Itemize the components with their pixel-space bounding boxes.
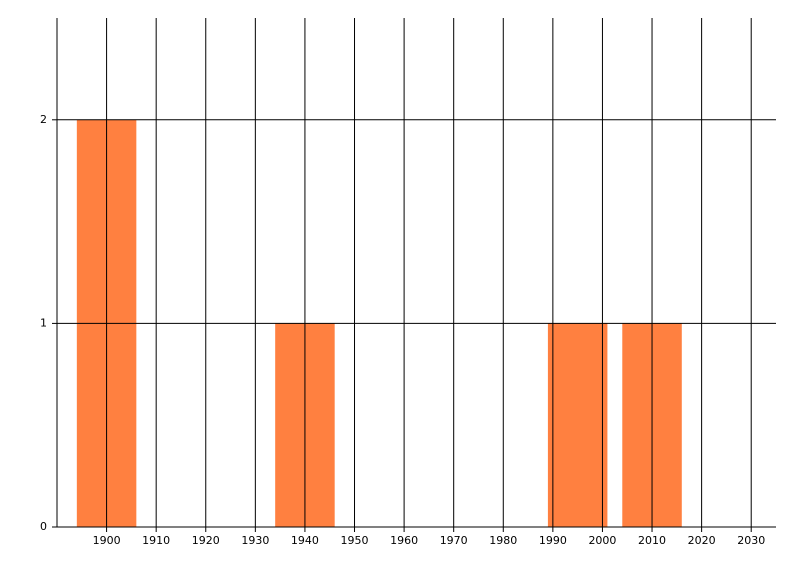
x-tick-label: 1930 (241, 534, 269, 547)
x-tick-label: 1920 (192, 534, 220, 547)
x-tick-label: 1970 (440, 534, 468, 547)
x-tick-label: 1950 (341, 534, 369, 547)
y-tick-label: 1 (40, 316, 47, 329)
y-tick-label: 2 (40, 113, 47, 126)
x-tick-label: 1900 (93, 534, 121, 547)
bar (547, 323, 608, 527)
x-tick-label: 1960 (390, 534, 418, 547)
x-tick-label: 1980 (489, 534, 517, 547)
x-tick-label: 1940 (291, 534, 319, 547)
x-tick-label: 1990 (539, 534, 567, 547)
x-tick-label: 1910 (142, 534, 170, 547)
x-tick-label: 2000 (588, 534, 616, 547)
x-tick-label: 2030 (737, 534, 765, 547)
y-tick-label: 0 (40, 520, 47, 533)
x-tick-label: 2020 (688, 534, 716, 547)
x-tick-label: 2010 (638, 534, 666, 547)
